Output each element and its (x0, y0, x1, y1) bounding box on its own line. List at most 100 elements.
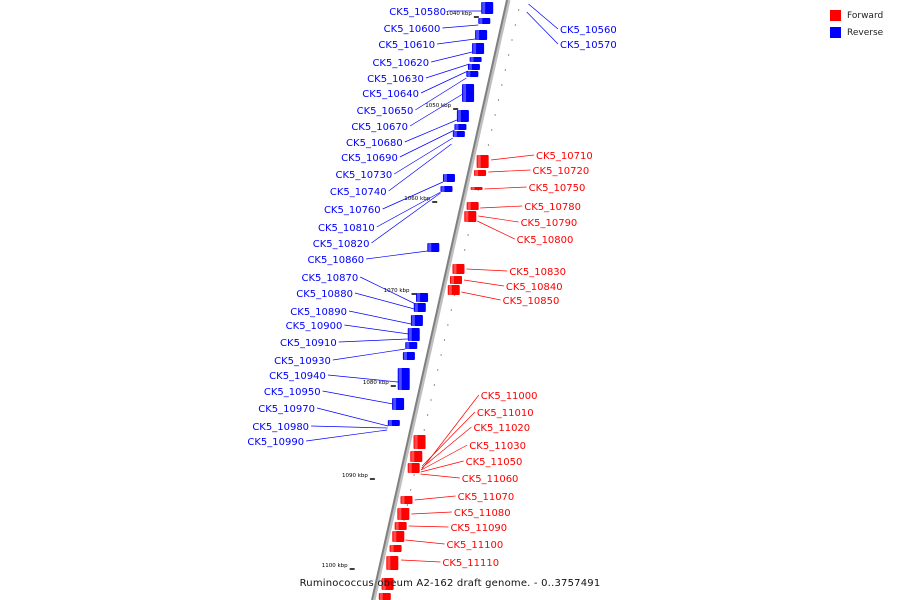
gene-label-ck5-10560: CK5_10560 (560, 25, 617, 36)
forward-gene-block (400, 496, 413, 504)
leader-line (366, 250, 428, 260)
minor-dot (406, 504, 408, 506)
leader-line (394, 137, 454, 175)
reverse-gene-block (387, 420, 400, 426)
leader-line (348, 310, 412, 325)
gene-label-ck5-10860: CK5_10860 (307, 255, 364, 266)
minor-dot (423, 429, 425, 431)
forward-gene-block (386, 556, 399, 570)
minor-dot (450, 309, 452, 311)
leader-line (409, 93, 463, 127)
forward-gene-block (392, 531, 405, 542)
genome-backbone (371, 0, 508, 600)
gene-label-ck5-10680: CK5_10680 (346, 138, 403, 149)
minor-dot (447, 324, 449, 326)
minor-dot (508, 54, 510, 56)
leader-line (437, 38, 476, 45)
forward-gene-block (476, 155, 489, 168)
reverse-gene-block (413, 303, 426, 312)
forward-gene-block (474, 170, 487, 176)
gene-block-highlight (393, 398, 397, 410)
gene-label-ck5-10900: CK5_10900 (286, 321, 343, 332)
leader-line (338, 338, 408, 343)
forward-gene-block (407, 463, 420, 473)
leader-line (376, 191, 441, 228)
minor-dot (504, 69, 506, 71)
gene-block-highlight (479, 18, 483, 24)
minor-dot (433, 384, 435, 386)
gene-block-highlight (468, 64, 472, 70)
leader-line (526, 11, 559, 45)
reverse-gene-block (405, 342, 418, 349)
gene-label-ck5-10870: CK5_10870 (302, 273, 359, 284)
scale-tick-label: 1060 kbp (404, 196, 430, 202)
minor-dot (440, 354, 442, 356)
reverse-gene-block (475, 30, 488, 40)
leader-line (415, 77, 467, 111)
reverse-gene-block (469, 57, 482, 62)
leader-line (322, 390, 394, 405)
reverse-gene-block (402, 352, 415, 360)
reverse-gene-block (440, 186, 453, 192)
gene-label-ck5-10810: CK5_10810 (318, 223, 375, 234)
reverse-gene-block (427, 243, 440, 252)
legend-reverse-label: Reverse (847, 27, 884, 38)
minor-dot (467, 234, 469, 236)
gene-label-ck5-10950: CK5_10950 (264, 387, 321, 398)
gene-label-ck5-10640: CK5_10640 (362, 89, 419, 100)
reverse-gene-block (397, 368, 410, 390)
leader-line (484, 186, 527, 190)
leader-line (405, 539, 445, 545)
legend-forward: Forward (830, 8, 900, 23)
gene-block-highlight (387, 556, 391, 570)
leader-line (461, 291, 501, 301)
reverse-gene-block (452, 131, 465, 137)
reverse-gene-block (466, 71, 479, 77)
leader-line (399, 129, 455, 158)
forward-gene-block (378, 593, 391, 600)
figure-caption: Ruminococcus obeum A2-162 draft genome. … (299, 578, 601, 589)
gene-block-highlight (398, 508, 402, 520)
reverse-gene-block (410, 315, 423, 326)
scale-tick-label: 1100 kbp (322, 563, 348, 569)
reverse-gene-block (472, 43, 485, 54)
gene-label-ck5-10820: CK5_10820 (313, 239, 370, 250)
leader-line (360, 276, 416, 305)
gene-block-highlight (455, 124, 459, 130)
leader-line (404, 119, 458, 143)
gene-block-highlight (476, 30, 480, 40)
legend: Forward Reverse (830, 8, 900, 42)
gene-block-highlight (475, 170, 479, 176)
forward-gene-block (450, 276, 462, 284)
minor-dot (494, 114, 496, 116)
gene-label-ck5-10990: CK5_10990 (247, 437, 304, 448)
gene-block-highlight (417, 293, 421, 302)
leader-line (480, 205, 523, 209)
gene-label-ck5-10610: CK5_10610 (378, 40, 435, 51)
gene-label-ck5-10740: CK5_10740 (330, 187, 387, 198)
gene-label-ck5-10970: CK5_10970 (258, 404, 315, 415)
gene-block-highlight (448, 285, 452, 295)
gene-block-highlight (403, 352, 407, 360)
gene-label-ck5-10710: CK5_10710 (536, 151, 593, 162)
gene-block-highlight (414, 435, 418, 449)
reverse-gene-block (416, 293, 429, 302)
forward-gene-block (394, 522, 407, 530)
minor-dot (437, 369, 439, 371)
leader-line (388, 143, 452, 192)
leader-line (382, 181, 444, 210)
gene-label-ck5-10620: CK5_10620 (372, 58, 429, 69)
gene-block-highlight (411, 451, 415, 462)
gene-label-ck5-10630: CK5_10630 (367, 74, 424, 85)
gene-label-ck5-10830: CK5_10830 (509, 267, 566, 278)
leader-line (420, 460, 464, 473)
reverse-gene-block (442, 174, 455, 182)
gene-label-ck5-11060: CK5_11060 (462, 474, 519, 485)
gene-label-ck5-10750: CK5_10750 (529, 183, 586, 194)
gene-block-highlight (457, 110, 461, 122)
legend-forward-label: Forward (847, 10, 884, 21)
minor-dot (430, 399, 432, 401)
gene-block-highlight (443, 174, 447, 182)
gene-block-highlight (473, 43, 477, 54)
forward-swatch (830, 10, 841, 21)
